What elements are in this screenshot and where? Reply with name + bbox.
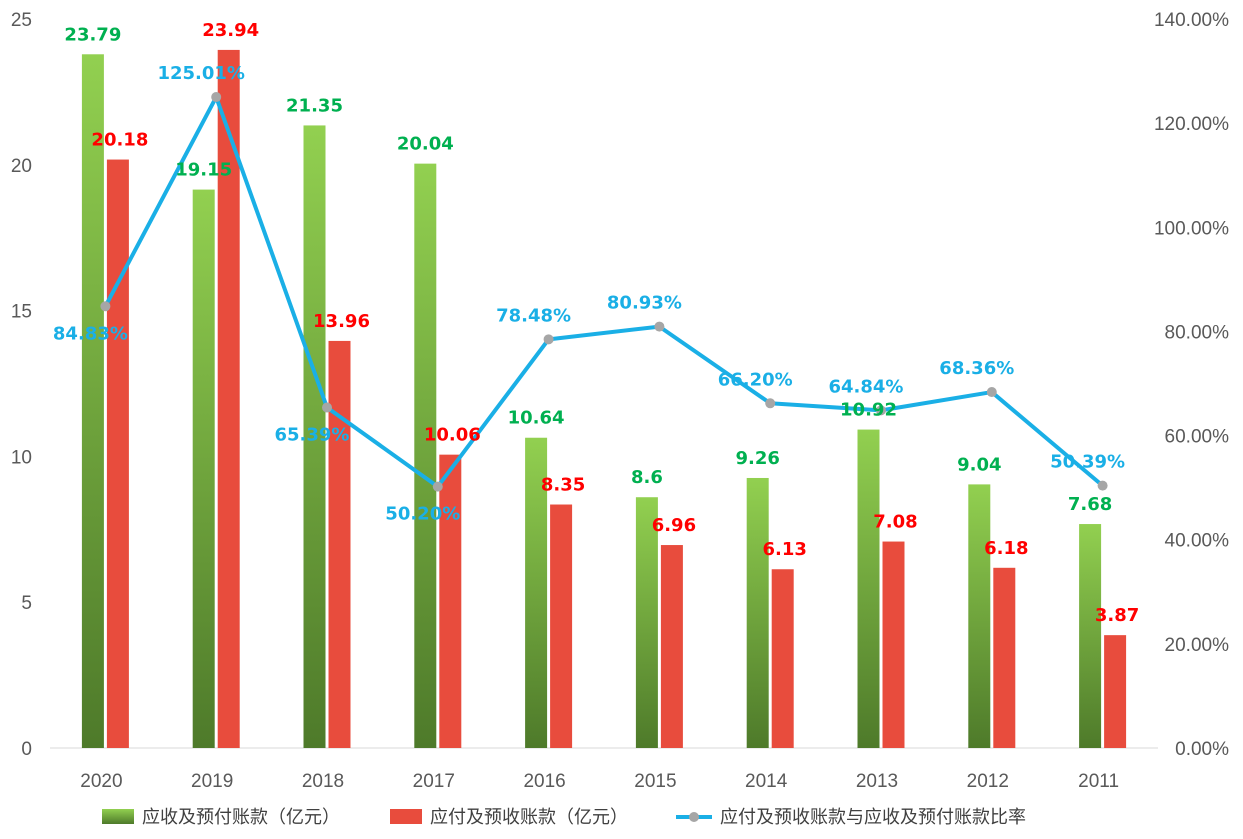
chart-bars [81, 49, 1127, 749]
receivable-data-label: 7.68 [1068, 494, 1112, 515]
receivable-bar [414, 163, 437, 748]
y-right-tick-label: 0.00% [1175, 739, 1229, 760]
chart-data-labels: 23.79 19.15 21.35 20.04 10.64 8.6 9.26 10.92 9.0… [53, 20, 1139, 626]
payable-bar [328, 340, 351, 748]
ratio-data-label: 50.39% [1050, 452, 1125, 473]
ratio-point [100, 301, 111, 312]
ratio-data-label: 84.83% [53, 323, 128, 344]
ratio-line-path [103, 95, 1104, 489]
payable-bar [1104, 635, 1127, 748]
y-left-tick-label: 25 [11, 10, 32, 31]
y-right-tick-label: 80.00% [1165, 322, 1230, 343]
ratio-point [543, 334, 554, 345]
x-tick-label: 2015 [634, 771, 676, 792]
receivable-bar [525, 437, 548, 748]
payable-bar [439, 454, 462, 748]
x-tick-label: 2011 [1078, 771, 1119, 792]
receivable-bar [81, 54, 104, 749]
x-tick-label: 2018 [302, 771, 344, 792]
receivable-bar [635, 497, 658, 748]
receivable-bar [968, 484, 991, 748]
payable-bar [550, 504, 573, 748]
x-tick-label: 2019 [191, 771, 233, 792]
x-tick-label: 2012 [967, 771, 1009, 792]
ratio-data-label: 80.93% [607, 293, 682, 314]
payable-bar [106, 159, 129, 748]
payable-bar [660, 545, 683, 748]
ratio-data-label: 66.20% [718, 369, 793, 390]
y-right-tick-label: 40.00% [1165, 531, 1230, 552]
ratio-data-label: 78.48% [496, 305, 571, 326]
payable-data-label: 23.94 [202, 20, 259, 41]
legend-label-payable: 应付及预收账款（亿元） [430, 807, 628, 828]
payable-data-label: 6.13 [762, 539, 806, 560]
receivable-data-label: 10.64 [508, 408, 565, 429]
payable-data-label: 7.08 [873, 512, 917, 533]
receivable-data-label: 20.04 [397, 134, 454, 155]
chart-legend: 应收及预付账款（亿元） 应付及预收账款（亿元） 应付及预收账款与应收及预付账款比率 [102, 807, 1026, 828]
ratio-data-label: 50.20% [385, 504, 460, 525]
y-right-tick-label: 20.00% [1165, 635, 1230, 656]
ratio-point [432, 481, 443, 492]
y-left-tick-label: 5 [21, 593, 32, 614]
ratio-point [211, 92, 222, 103]
payable-bar [771, 569, 794, 748]
legend-label-receivable: 应收及预付账款（亿元） [142, 807, 340, 828]
payable-data-label: 20.18 [91, 130, 148, 151]
payable-data-label: 10.06 [424, 425, 481, 446]
legend-swatch-receivable [102, 809, 134, 824]
payable-bar [882, 541, 905, 748]
x-tick-label: 2013 [856, 771, 898, 792]
receivable-data-label: 23.79 [64, 24, 121, 45]
x-tick-label: 2017 [413, 771, 455, 792]
receivable-bar [192, 189, 215, 748]
y-left-tick-label: 20 [11, 156, 32, 177]
receivable-data-label: 8.6 [631, 467, 663, 488]
y-left-tick-label: 10 [11, 447, 32, 468]
ratio-point [1097, 480, 1108, 491]
ratio-line [100, 92, 1108, 492]
ratio-point [986, 387, 997, 398]
receivable-data-label: 21.35 [286, 95, 343, 116]
ratio-data-label: 65.39% [275, 425, 350, 446]
y-right-tick-label: 100.00% [1154, 218, 1229, 239]
x-tick-label: 2014 [745, 771, 788, 792]
receivable-data-label: 9.26 [735, 448, 779, 469]
payable-bar [993, 567, 1016, 748]
ratio-point [322, 402, 332, 413]
x-tick-label: 2020 [80, 771, 122, 792]
payable-data-label: 13.96 [313, 311, 370, 332]
receivable-bar [746, 477, 769, 748]
ratio-point [876, 405, 886, 416]
ratio-data-label: 125.01% [157, 63, 245, 84]
y-right-tick-label: 120.00% [1154, 114, 1229, 135]
payable-data-label: 6.96 [652, 515, 696, 536]
ratio-point [765, 398, 776, 409]
payable-data-label: 6.18 [984, 538, 1028, 559]
payable-data-label: 8.35 [541, 475, 585, 496]
ratio-data-label: 64.84% [829, 376, 904, 397]
y-left-tick-label: 0 [21, 739, 32, 760]
y-left-tick-label: 15 [11, 302, 32, 323]
payable-data-label: 3.87 [1095, 605, 1139, 626]
receivable-bar [303, 125, 326, 748]
payable-bar [217, 49, 240, 748]
chart-axes: 0 5 10 15 20 25 0.00% 20.00% 40.00% 60.00% 80.00% 1… [11, 10, 1229, 792]
legend-label-ratio: 应付及预收账款与应收及预付账款比率 [720, 807, 1026, 828]
ratio-data-label: 68.36% [939, 358, 1014, 379]
legend-swatch-payable [390, 809, 422, 824]
x-tick-label: 2016 [523, 771, 565, 792]
ratio-point [654, 321, 665, 332]
receivable-bar [1079, 524, 1102, 748]
receivable-data-label: 9.04 [957, 454, 1001, 475]
y-right-tick-label: 60.00% [1165, 427, 1230, 448]
receivable-data-label: 19.15 [175, 160, 232, 181]
receivable-data-label: 10.92 [840, 400, 897, 421]
legend-swatch-ratio-marker [689, 812, 699, 822]
receivable-bar [857, 429, 880, 748]
y-right-tick-label: 140.00% [1154, 10, 1229, 31]
